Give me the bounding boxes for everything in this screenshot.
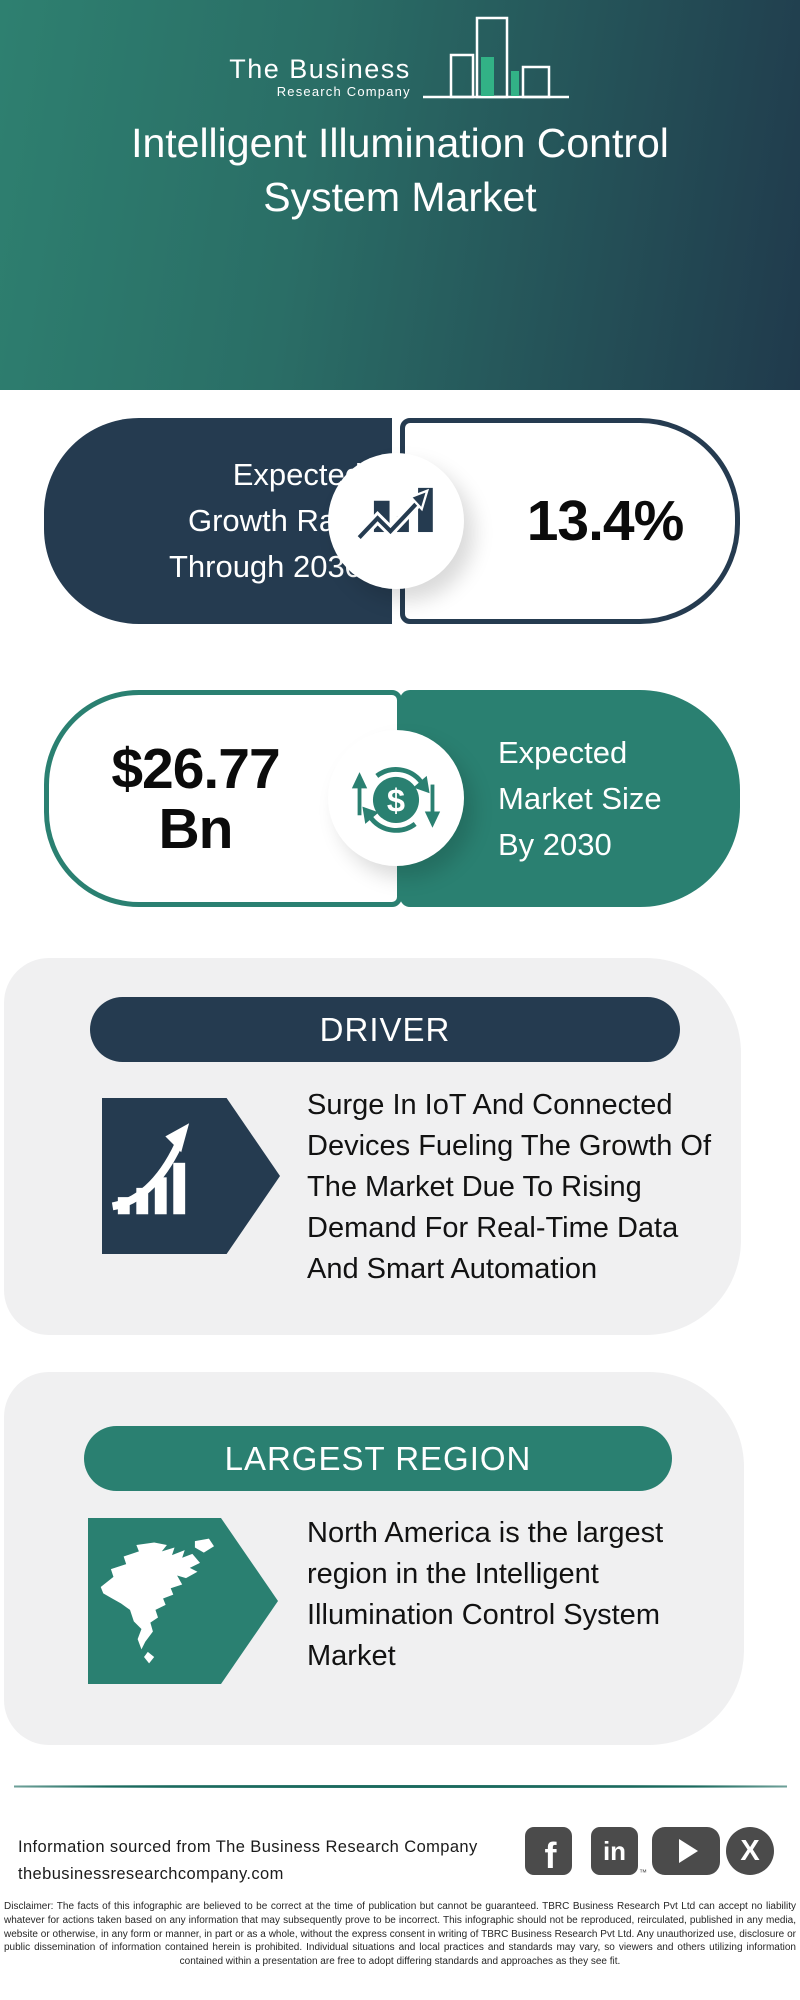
source-info: Information sourced from The Business Re… — [18, 1834, 478, 1888]
north-america-map-icon — [88, 1518, 278, 1684]
largest-region-heading-pill: LARGEST REGION — [84, 1426, 672, 1491]
driver-heading-pill: DRIVER — [90, 997, 680, 1062]
growth-bars-arrow-icon — [102, 1098, 280, 1254]
source-text: Information sourced from The Business Re… — [18, 1838, 478, 1856]
trend-up-chart-icon — [328, 453, 464, 589]
svg-text:$: $ — [387, 781, 405, 818]
linkedin-icon[interactable]: in ™ — [591, 1827, 647, 1877]
growth-rate-value: 13.4% — [526, 489, 685, 553]
logo-name: The Business — [229, 54, 411, 84]
header-banner: The Business Research Company Intelligen… — [0, 0, 800, 390]
facebook-icon[interactable]: f — [525, 1827, 572, 1875]
market-size-label: Expected Market Size By 2030 — [498, 734, 662, 862]
driver-section-card: DRIVER Surge In IoT And Connected Device… — [4, 958, 741, 1335]
market-size-stat: $26.77 Bn Expected Market Size By 2030 $ — [44, 690, 740, 907]
youtube-icon[interactable] — [652, 1827, 720, 1875]
market-size-value: $26.77 Bn — [111, 736, 280, 861]
largest-region-section-card: LARGEST REGION North America is the larg… — [4, 1372, 744, 1745]
play-triangle — [678, 1839, 698, 1863]
page-title: Intelligent Illumination Control System … — [131, 120, 669, 220]
logo-subname: Research Company — [276, 84, 411, 99]
company-logo: The Business Research Company — [0, 14, 800, 105]
source-url: thebusinessresearchcompany.com — [18, 1865, 284, 1883]
growth-rate-value-box: 13.4% — [400, 418, 740, 624]
x-twitter-icon[interactable]: X — [726, 1827, 774, 1875]
largest-region-description: North America is the largest region in t… — [307, 1517, 664, 1672]
currency-exchange-icon: $ — [328, 730, 464, 866]
driver-heading: DRIVER — [319, 1010, 451, 1048]
social-links: f in ™ X — [525, 1827, 774, 1877]
footer-divider — [14, 1785, 787, 1788]
disclaimer-text: Disclaimer: The facts of this infographi… — [4, 1901, 796, 1968]
growth-rate-stat: Expected Growth Rate Through 2030 13.4% — [44, 418, 740, 624]
largest-region-heading: LARGEST REGION — [224, 1439, 532, 1477]
logo-bar-chart-icon — [421, 14, 571, 105]
driver-description: Surge In IoT And Connected Devices Fueli… — [307, 1089, 712, 1285]
growth-rate-label: Expected Growth Rate Through 2030 — [168, 457, 362, 584]
